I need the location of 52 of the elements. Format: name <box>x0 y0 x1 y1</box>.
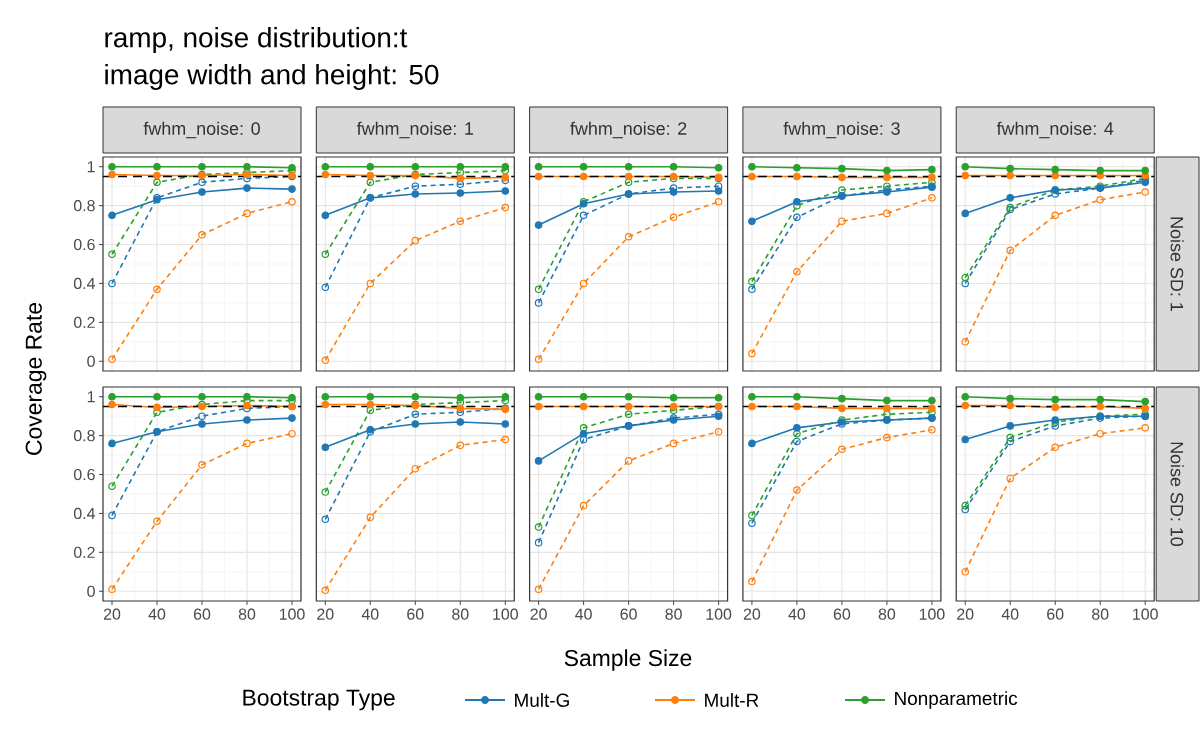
chart-title: fwhm_noise: 3 <box>783 121 900 139</box>
x-tick-label: 60 <box>407 608 424 620</box>
chart-title: fwhm_noise: 1 <box>356 121 474 139</box>
y-tick-label: 0.6 <box>73 468 95 481</box>
legend-label: Mult-G <box>515 693 569 707</box>
y-tick-label: 0.2 <box>73 546 95 558</box>
y-tick-label: 0 <box>87 355 95 367</box>
y-tick-label: 1 <box>87 161 95 173</box>
y2-axis-title: Noise SD: 1 <box>1170 217 1184 311</box>
x-tick-label: 100 <box>706 608 732 620</box>
y-tick-label: 0.4 <box>73 277 96 290</box>
x-tick-label: 100 <box>279 608 305 620</box>
y-tick-label: 0 <box>87 585 95 597</box>
y-tick-label: 0.2 <box>73 316 95 328</box>
y-tick-label: 0.4 <box>73 507 96 520</box>
chart-title: fwhm_noise: 2 <box>570 121 687 139</box>
y-axis-title: Coverage Rate <box>25 302 47 455</box>
x-tick-label: 100 <box>493 608 518 620</box>
x-tick-label: 80 <box>665 608 682 620</box>
legend-label: Mult-R <box>705 693 759 707</box>
x-tick-label: 20 <box>103 608 121 620</box>
x-tick-label: 20 <box>530 608 547 620</box>
x-tick-label: 40 <box>148 608 166 620</box>
chart-title: fwhm_noise: 4 <box>996 121 1114 139</box>
x-tick-label: 40 <box>575 608 592 620</box>
x-tick-label: 60 <box>833 608 851 620</box>
y-tick-label: 0.6 <box>73 238 95 251</box>
chart-title: fwhm_noise: 0 <box>143 121 260 139</box>
x-tick-label: 80 <box>452 608 469 620</box>
x-tick-label: 100 <box>1133 608 1158 620</box>
x-tick-label: 80 <box>878 608 896 620</box>
y-tick-label: 0.8 <box>73 429 95 442</box>
x-tick-label: 60 <box>1047 608 1064 620</box>
x-tick-label: 60 <box>193 608 211 620</box>
x-tick-label: 40 <box>361 608 379 620</box>
legend-label: Nonparametric <box>895 691 1018 709</box>
legend-title: Bootstrap Type <box>243 689 395 711</box>
x-tick-label: 80 <box>1092 608 1109 620</box>
x-tick-label: 20 <box>743 608 761 620</box>
y-tick-label: 0.8 <box>73 199 95 212</box>
x-tick-label: 40 <box>1001 608 1019 620</box>
text: ramp, noise distribution:t <box>105 27 408 53</box>
y-tick-label: 1 <box>87 391 95 403</box>
x-tick-label: 40 <box>788 608 806 620</box>
x-tick-label: 100 <box>919 608 945 620</box>
x-tick-label: 20 <box>957 608 974 620</box>
x-tick-label: 80 <box>238 608 256 620</box>
text: image width and height: 50 <box>105 64 439 90</box>
x-axis-title: Sample Size <box>564 649 692 671</box>
y2-axis-title: Noise SD: 10 <box>1170 442 1184 547</box>
x-tick-label: 60 <box>620 608 637 620</box>
x-tick-label: 20 <box>317 608 334 620</box>
